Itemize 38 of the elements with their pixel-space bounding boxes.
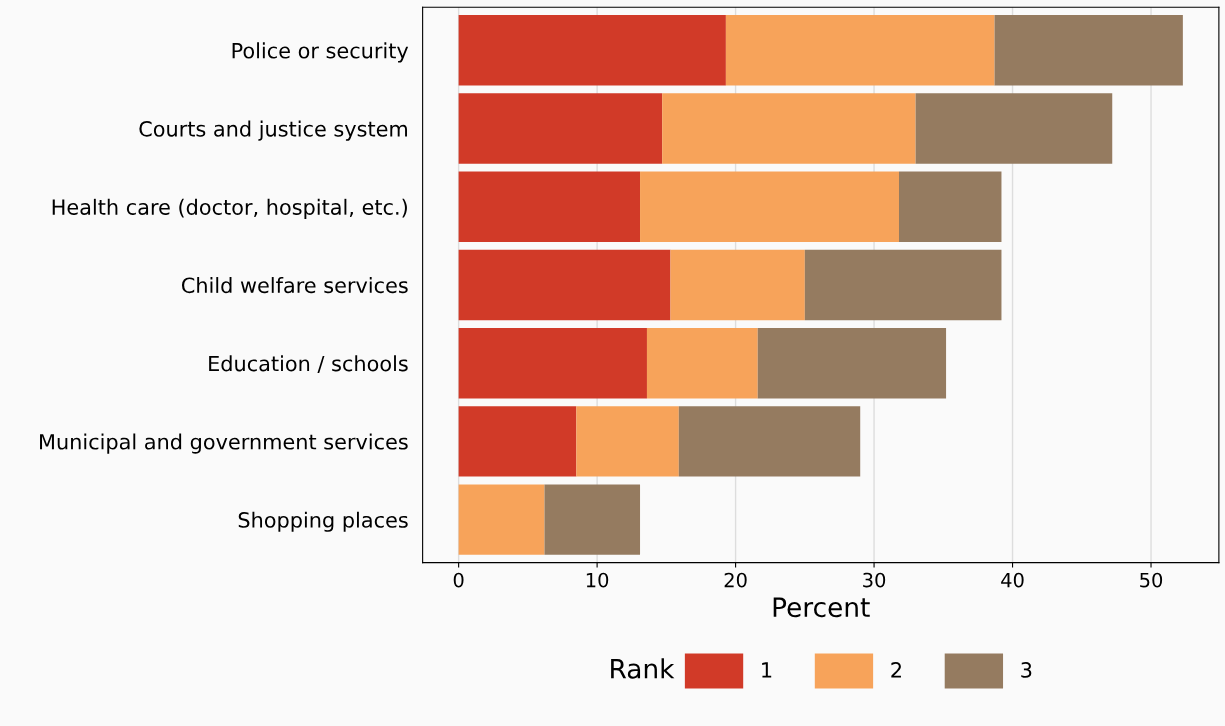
y-tick-label: Child welfare services: [181, 277, 408, 294]
bar: [458, 249, 671, 321]
bar: [458, 171, 641, 242]
x-tick-label: 40: [1001, 572, 1024, 588]
bar: [646, 327, 758, 399]
bar: [804, 249, 1002, 321]
bar: [458, 327, 647, 399]
y-tick-label: Municipal and government services: [40, 433, 408, 454]
bar: [898, 171, 1002, 242]
legend-title: Rank: [611, 658, 675, 679]
y-tick-label: Education / schools: [209, 355, 408, 374]
bar: [670, 249, 805, 321]
y-tick-label: Health care (doctor, hospital, etc.): [52, 198, 407, 219]
y-tick-label: Shopping places: [238, 511, 408, 532]
bar: [458, 15, 726, 86]
x-tick-label: 30: [863, 572, 886, 588]
y-tick-label: Police or security: [232, 42, 409, 63]
bar: [915, 93, 1113, 164]
bar: [576, 406, 679, 477]
y-tick-label: Courts and justice system: [139, 120, 407, 141]
bar: [458, 93, 663, 164]
legend-label: 3: [1021, 662, 1032, 678]
bar: [544, 484, 641, 555]
bar: [640, 171, 899, 242]
legend-label: 1: [762, 662, 772, 678]
x-tick-label: 0: [453, 572, 464, 588]
x-tick-label: 10: [586, 572, 609, 588]
x-axis-title: Percent: [773, 597, 870, 618]
bar: [662, 93, 916, 164]
bar: [678, 406, 861, 477]
bar: [458, 484, 545, 555]
bar: [994, 15, 1183, 86]
x-tick-label: 20: [724, 572, 747, 588]
bar: [725, 15, 995, 86]
legend-label: 2: [891, 662, 901, 678]
x-tick-label: 50: [1140, 572, 1163, 588]
bar: [458, 406, 577, 477]
bar: [757, 327, 947, 399]
